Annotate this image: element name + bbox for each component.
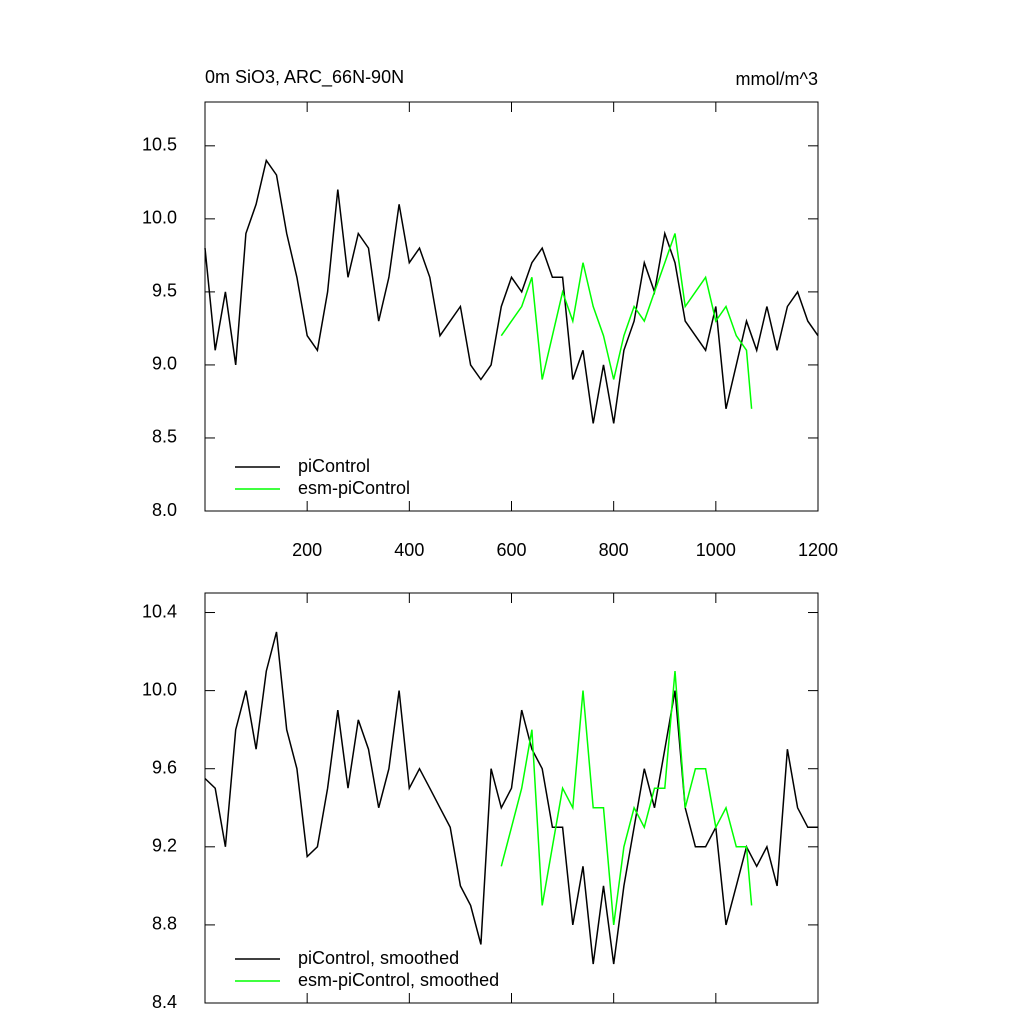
y-tick-label: 8.4 [152,992,177,1012]
data-line [500,671,753,925]
y-tick-label: 10.4 [142,601,177,621]
data-line [500,233,753,409]
y-tick-label: 9.0 [152,354,177,374]
chart-title: 0m SiO3, ARC_66N-90N [205,67,404,88]
legend-label: esm-piControl [298,478,410,498]
y-tick-label: 10.0 [142,679,177,699]
legend-label: piControl [298,456,370,476]
y-tick-label: 8.8 [152,914,177,934]
x-tick-label: 400 [394,540,424,560]
legend-label: piControl, smoothed [298,948,459,968]
x-tick-label: 200 [292,540,322,560]
plot-frame [204,592,819,1004]
units-label: mmol/m^3 [736,69,818,89]
y-tick-label: 9.6 [152,757,177,777]
y-tick-label: 8.0 [152,500,177,520]
y-tick-label: 10.0 [142,208,177,228]
y-tick-label: 8.5 [152,427,177,447]
x-tick-label: 600 [496,540,526,560]
y-tick-label: 9.2 [152,836,177,856]
data-line [204,631,818,965]
data-line [204,158,819,424]
legend-label: esm-piControl, smoothed [298,970,499,990]
y-tick-label: 9.5 [152,281,177,301]
y-tick-label: 10.5 [142,135,177,155]
x-tick-label: 1200 [798,540,838,560]
x-tick-label: 1000 [696,540,736,560]
x-tick-label: 800 [599,540,629,560]
